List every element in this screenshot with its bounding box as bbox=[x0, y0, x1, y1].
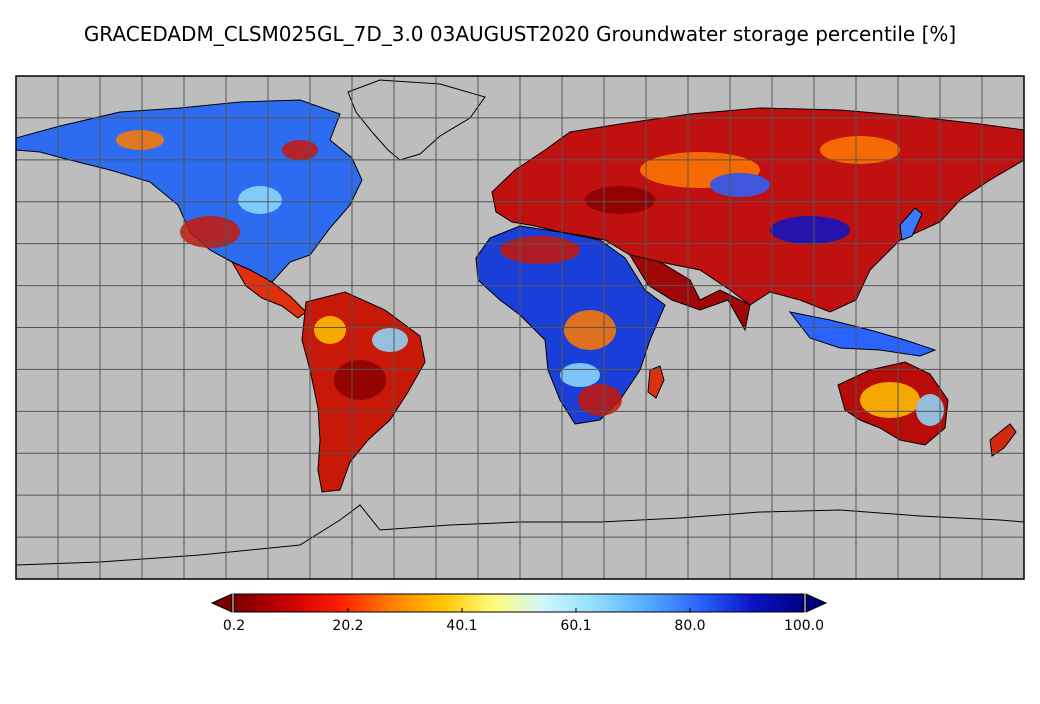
colorbar-tick-label: 0.2 bbox=[223, 618, 245, 634]
north-america bbox=[16, 99, 363, 283]
colorbar-lower-extension bbox=[210, 593, 233, 613]
map-frame bbox=[15, 75, 1025, 580]
colorbar-ticks: 0.2 20.2 40.1 60.1 80.0 100.0 bbox=[223, 608, 824, 634]
graticule bbox=[16, 76, 1024, 579]
greenland bbox=[347, 79, 486, 161]
arabia-india bbox=[628, 254, 751, 332]
colorbar-tick-label: 100.0 bbox=[784, 618, 824, 634]
colorbar-tick-label: 20.2 bbox=[332, 618, 363, 634]
central-america bbox=[230, 260, 307, 319]
colorbar: 0.2 20.2 40.1 60.1 80.0 100.0 bbox=[210, 593, 828, 634]
japan bbox=[899, 207, 923, 241]
southeast-asia-islands bbox=[788, 311, 937, 357]
colorbar-tick-label: 80.0 bbox=[674, 618, 705, 634]
land-texture bbox=[116, 130, 944, 426]
colorbar-upper-extension bbox=[805, 593, 828, 613]
colorbar-tick-label: 40.1 bbox=[446, 618, 477, 634]
eurasia bbox=[491, 107, 1024, 313]
madagascar bbox=[647, 365, 665, 399]
antarctica-coast bbox=[16, 504, 1024, 566]
map-title: GRACEDADM_CLSM025GL_7D_3.0 03AUGUST2020 … bbox=[83, 22, 957, 46]
colorbar-gradient bbox=[233, 593, 805, 613]
colorbar-tick-label: 60.1 bbox=[560, 618, 591, 634]
